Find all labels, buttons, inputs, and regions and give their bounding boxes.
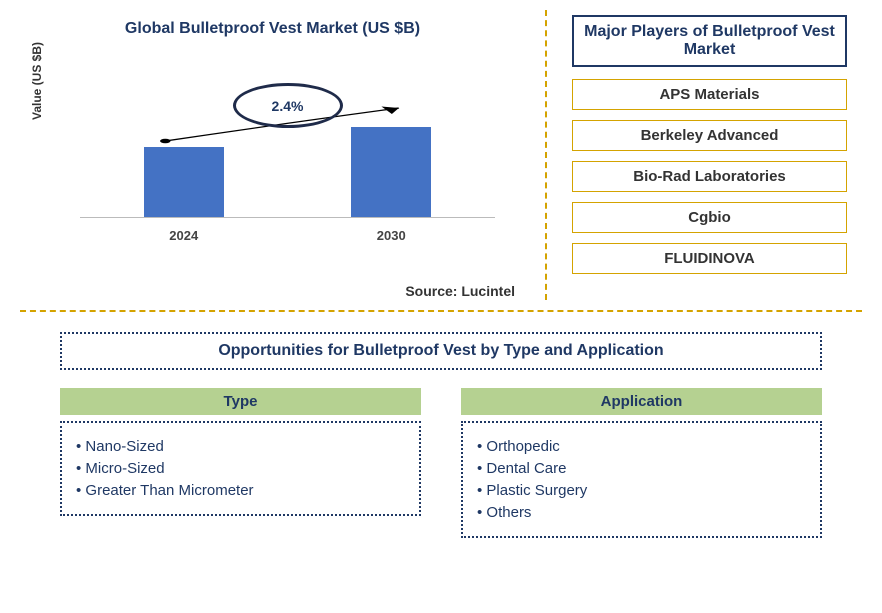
list-item: • Others bbox=[477, 504, 806, 521]
bar-2030 bbox=[351, 127, 431, 217]
player-item: FLUIDINOVA bbox=[572, 243, 847, 274]
application-list: • Orthopedic • Dental Care • Plastic Sur… bbox=[461, 421, 822, 538]
player-item: Bio-Rad Laboratories bbox=[572, 161, 847, 192]
list-item: • Dental Care bbox=[477, 460, 806, 477]
players-panel: Major Players of Bulletproof Vest Market… bbox=[547, 0, 867, 310]
chart-title: Global Bulletproof Vest Market (US $B) bbox=[20, 20, 525, 38]
bar-2024 bbox=[144, 147, 224, 217]
list-item: • Plastic Surgery bbox=[477, 482, 806, 499]
player-item: Berkeley Advanced bbox=[572, 120, 847, 151]
application-header: Application bbox=[461, 388, 822, 415]
opp-col-type: Type • Nano-Sized • Micro-Sized • Greate… bbox=[60, 388, 421, 538]
chart-body: 2.4% 2024 2030 bbox=[80, 63, 495, 243]
opp-col-application: Application • Orthopedic • Dental Care •… bbox=[461, 388, 822, 538]
xlabel-0: 2024 bbox=[144, 228, 224, 243]
top-row: Global Bulletproof Vest Market (US $B) V… bbox=[0, 0, 882, 310]
type-header: Type bbox=[60, 388, 421, 415]
y-axis-label: Value (US $B) bbox=[30, 42, 44, 120]
xlabel-1: 2030 bbox=[351, 228, 431, 243]
list-item: • Micro-Sized bbox=[76, 460, 405, 477]
chart-panel: Global Bulletproof Vest Market (US $B) V… bbox=[0, 0, 545, 310]
players-header: Major Players of Bulletproof Vest Market bbox=[572, 15, 847, 67]
type-list: • Nano-Sized • Micro-Sized • Greater Tha… bbox=[60, 421, 421, 516]
bar-area bbox=[80, 88, 495, 218]
opportunities-panel: Opportunities for Bulletproof Vest by Ty… bbox=[0, 312, 882, 548]
player-item: Cgbio bbox=[572, 202, 847, 233]
opportunities-header: Opportunities for Bulletproof Vest by Ty… bbox=[60, 332, 822, 370]
x-axis-labels: 2024 2030 bbox=[80, 228, 495, 243]
list-item: • Orthopedic bbox=[477, 438, 806, 455]
list-item: • Nano-Sized bbox=[76, 438, 405, 455]
list-item: • Greater Than Micrometer bbox=[76, 482, 405, 499]
source-label: Source: Lucintel bbox=[20, 283, 515, 299]
player-item: APS Materials bbox=[572, 79, 847, 110]
opportunities-columns: Type • Nano-Sized • Micro-Sized • Greate… bbox=[40, 388, 842, 538]
